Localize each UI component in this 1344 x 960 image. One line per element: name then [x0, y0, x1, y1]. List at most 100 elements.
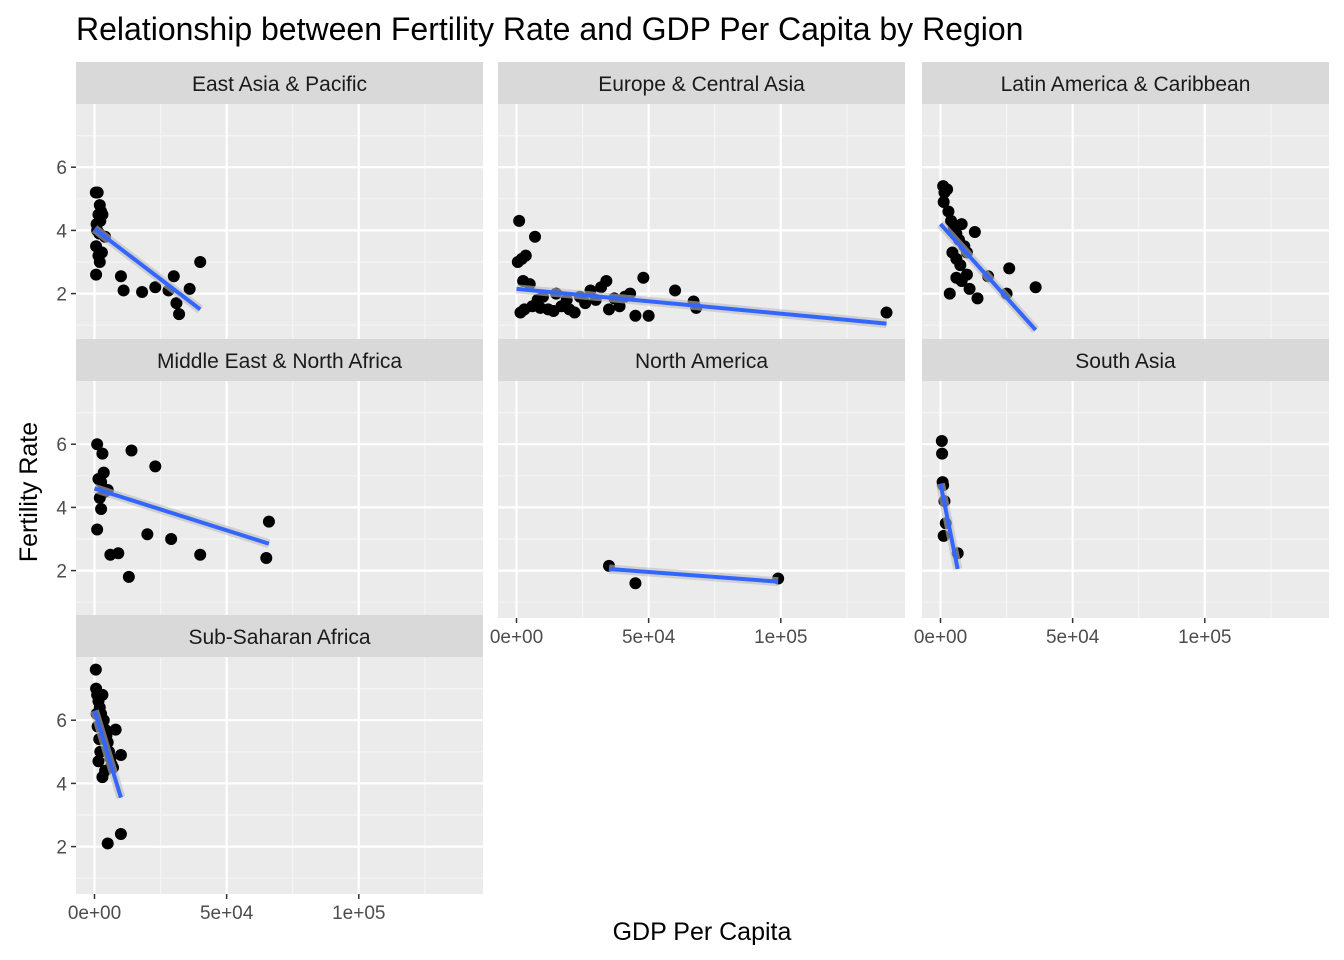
data-point — [167, 270, 180, 283]
facet-panels: East Asia & Pacific 2 4 6 Europe & Central A… — [56, 62, 1329, 924]
trend-line — [939, 222, 1038, 332]
data-point — [262, 515, 275, 528]
data-point — [637, 271, 650, 284]
data-point — [955, 218, 968, 231]
data-point — [600, 274, 613, 287]
data-point — [568, 306, 581, 319]
data-point — [91, 438, 104, 451]
data-point — [109, 723, 122, 736]
data-point — [90, 268, 103, 281]
x-tick-label: 5e+04 — [622, 627, 676, 648]
trend-line — [93, 486, 270, 546]
data-point — [149, 460, 162, 473]
y-tick-label: 4 — [56, 774, 67, 795]
data-point — [260, 551, 273, 564]
strip-label: Sub-Saharan Africa — [188, 626, 370, 649]
strip-background — [498, 62, 905, 104]
data-point — [165, 533, 178, 545]
strip-label: Middle East & North Africa — [157, 350, 402, 373]
x-axis-title: GDP Per Capita — [613, 918, 792, 946]
data-point — [669, 284, 682, 297]
data-point — [92, 755, 105, 768]
data-point — [943, 287, 956, 300]
trend-line — [93, 227, 202, 311]
data-point — [93, 256, 106, 268]
data-point — [642, 309, 655, 322]
panel-background — [76, 657, 483, 894]
data-point — [95, 502, 108, 515]
x-tick-label: 1e+05 — [754, 627, 807, 648]
data-point — [149, 281, 162, 294]
data-point — [114, 827, 127, 840]
data-point — [136, 286, 149, 299]
y-tick-label: 6 — [56, 711, 67, 732]
data-point — [125, 444, 138, 457]
data-point — [95, 246, 108, 259]
y-tick-label: 2 — [56, 285, 67, 306]
data-point — [937, 195, 950, 208]
strip-background — [498, 339, 905, 381]
x-tick-label: 1e+05 — [332, 903, 385, 924]
data-point — [935, 435, 948, 448]
data-point — [96, 688, 109, 701]
data-point — [519, 249, 532, 262]
chart-title: Relationship between Fertility Rate and … — [76, 11, 1023, 47]
strip-background — [922, 62, 1329, 104]
data-point — [117, 284, 130, 297]
strip-background — [76, 615, 483, 657]
data-point — [603, 303, 615, 316]
data-point — [513, 214, 526, 227]
x-tick-label: 5e+04 — [1046, 627, 1100, 648]
x-tick-label: 1e+05 — [1178, 627, 1231, 648]
x-tick-label: 5e+04 — [200, 903, 254, 924]
data-point — [122, 570, 135, 583]
panel-east-asia-and-pacific: East Asia & Pacific 2 4 6 — [56, 62, 483, 341]
y-axis-title: Fertility Rate — [15, 422, 43, 562]
data-point — [94, 214, 107, 227]
panel-background — [922, 381, 1329, 618]
data-point — [971, 292, 984, 305]
data-point — [1003, 262, 1016, 275]
panel-latin-america-and-caribbean: Latin America & Caribbean — [922, 62, 1329, 341]
strip-background — [922, 339, 1329, 381]
panel-background — [498, 381, 905, 618]
trend-line — [938, 483, 960, 570]
data-point — [942, 205, 955, 218]
strip-label: South Asia — [1075, 350, 1176, 373]
x-tick-label: 0e+00 — [68, 903, 121, 924]
panel-europe-and-central-asia: Europe & Central Asia — [498, 62, 905, 341]
data-point — [936, 447, 949, 460]
x-tick-label: 0e+00 — [914, 627, 967, 648]
strip-background — [76, 339, 483, 381]
data-point — [173, 308, 186, 321]
data-point — [141, 528, 154, 541]
data-point — [529, 230, 541, 243]
data-point — [941, 183, 954, 196]
data-point — [170, 297, 183, 310]
data-point — [114, 270, 127, 283]
panel-sub-saharan-africa: Sub-Saharan Africa 2 4 6 0e+00 5e+04 1e+05 — [56, 615, 483, 924]
y-tick-label: 2 — [56, 562, 67, 583]
strip-label: North America — [635, 350, 768, 373]
data-point — [968, 225, 981, 238]
panel-north-america: North America 0e+00 5e+04 1e+05 — [490, 339, 905, 648]
strip-label: Europe & Central Asia — [598, 73, 805, 96]
data-point — [1029, 281, 1042, 294]
y-tick-label: 6 — [56, 435, 67, 456]
data-point — [629, 577, 642, 590]
data-point — [112, 547, 125, 560]
strip-label: East Asia & Pacific — [192, 73, 367, 96]
data-point — [183, 282, 196, 295]
data-point — [89, 663, 102, 676]
y-tick-label: 6 — [56, 158, 67, 179]
trend-line — [608, 567, 779, 584]
data-point — [194, 256, 207, 268]
y-tick-label: 4 — [56, 498, 67, 519]
data-point — [114, 748, 127, 761]
trend-line — [516, 286, 887, 326]
trend-line — [92, 710, 123, 799]
panel-middle-east-and-north-africa: Middle East & North Africa 2 4 6 — [56, 339, 483, 618]
data-point — [96, 447, 109, 460]
data-point — [954, 259, 967, 272]
